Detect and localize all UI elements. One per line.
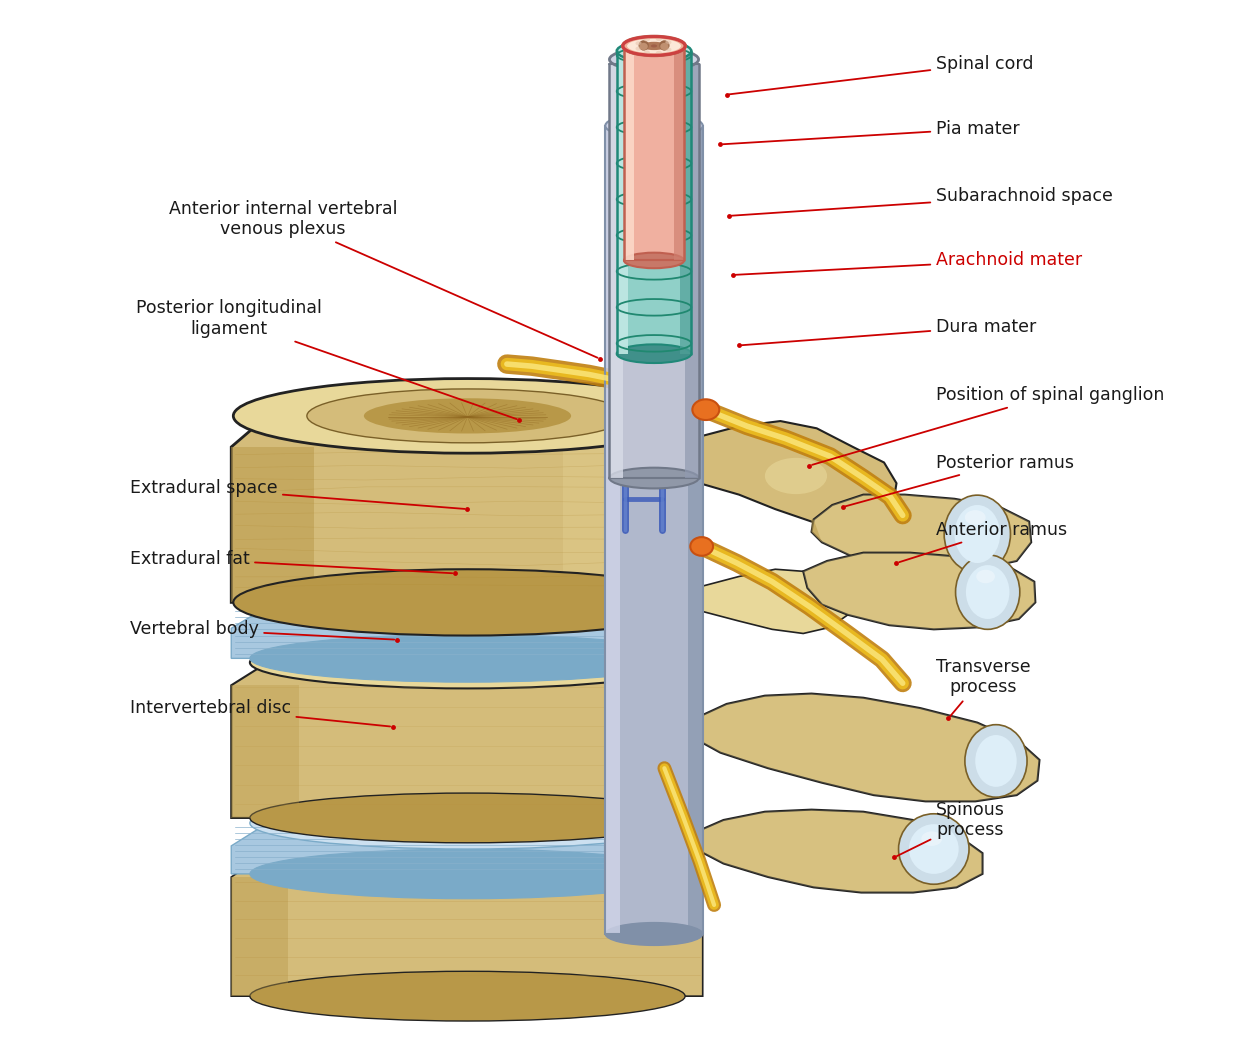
Ellipse shape [921, 831, 942, 846]
Ellipse shape [955, 555, 1020, 630]
Ellipse shape [693, 399, 719, 420]
Polygon shape [700, 694, 1040, 801]
Polygon shape [231, 686, 299, 818]
Polygon shape [231, 416, 700, 603]
Text: Arachnoid mater: Arachnoid mater [735, 251, 1082, 274]
Polygon shape [231, 823, 700, 874]
Ellipse shape [976, 569, 995, 583]
Ellipse shape [624, 38, 684, 55]
Polygon shape [231, 877, 289, 996]
Polygon shape [700, 694, 1040, 801]
Ellipse shape [250, 793, 685, 843]
Ellipse shape [635, 42, 641, 46]
Ellipse shape [628, 38, 681, 53]
Polygon shape [811, 495, 1031, 571]
Polygon shape [685, 63, 699, 478]
Ellipse shape [640, 42, 668, 50]
Polygon shape [624, 48, 634, 261]
Ellipse shape [644, 51, 650, 55]
Polygon shape [616, 53, 628, 353]
Polygon shape [804, 553, 1035, 630]
Polygon shape [231, 853, 702, 996]
Text: Spinal cord: Spinal cord [729, 55, 1034, 95]
Text: Dura mater: Dura mater [741, 318, 1036, 345]
Ellipse shape [622, 36, 685, 56]
Ellipse shape [250, 826, 685, 880]
Ellipse shape [616, 344, 691, 363]
Polygon shape [680, 53, 691, 353]
Ellipse shape [644, 37, 650, 42]
Ellipse shape [944, 496, 1010, 572]
Ellipse shape [610, 468, 699, 488]
Ellipse shape [616, 41, 691, 61]
Ellipse shape [250, 637, 685, 689]
Polygon shape [700, 809, 983, 893]
Ellipse shape [965, 724, 1028, 797]
Ellipse shape [605, 113, 703, 138]
Ellipse shape [640, 43, 648, 50]
Polygon shape [811, 520, 822, 542]
Ellipse shape [308, 389, 628, 443]
Text: Vertebral body: Vertebral body [130, 620, 394, 640]
Polygon shape [562, 447, 700, 603]
Polygon shape [700, 809, 983, 893]
Polygon shape [605, 126, 703, 934]
Text: Transverse
process: Transverse process [936, 658, 1030, 716]
Polygon shape [231, 663, 700, 818]
Ellipse shape [656, 37, 662, 42]
Polygon shape [804, 553, 1035, 630]
Text: Pia mater: Pia mater [722, 119, 1020, 144]
Polygon shape [616, 53, 691, 353]
Polygon shape [811, 495, 1031, 571]
Ellipse shape [690, 537, 712, 556]
Text: Extradural space: Extradural space [130, 479, 465, 509]
Ellipse shape [250, 849, 685, 899]
Ellipse shape [651, 45, 658, 48]
Text: Posterior longitudinal
ligament: Posterior longitudinal ligament [136, 299, 516, 419]
Text: Posterior ramus: Posterior ramus [845, 453, 1074, 506]
Ellipse shape [660, 43, 669, 50]
Ellipse shape [639, 41, 649, 51]
Ellipse shape [605, 923, 703, 945]
Polygon shape [674, 48, 684, 261]
Ellipse shape [909, 824, 959, 874]
Ellipse shape [975, 735, 1016, 787]
Ellipse shape [234, 378, 701, 453]
Text: Anterior internal vertebral
venous plexus: Anterior internal vertebral venous plexu… [169, 199, 598, 357]
Ellipse shape [899, 814, 969, 884]
Polygon shape [700, 421, 896, 526]
Ellipse shape [765, 458, 828, 495]
Ellipse shape [250, 582, 685, 632]
Text: Intervertebral disc: Intervertebral disc [130, 699, 390, 726]
Text: Spinous
process: Spinous process [898, 801, 1005, 856]
Text: Anterior ramus: Anterior ramus [899, 521, 1068, 562]
Polygon shape [605, 126, 620, 934]
Ellipse shape [250, 971, 685, 1021]
Ellipse shape [364, 398, 571, 433]
Ellipse shape [665, 48, 671, 52]
Polygon shape [610, 63, 699, 478]
Polygon shape [231, 607, 700, 659]
Ellipse shape [250, 635, 685, 683]
Polygon shape [689, 126, 702, 934]
Text: Subarachnoid space: Subarachnoid space [731, 187, 1112, 216]
Ellipse shape [635, 47, 641, 51]
Text: Position of spinal ganglion: Position of spinal ganglion [812, 387, 1164, 464]
Ellipse shape [656, 51, 662, 55]
Ellipse shape [624, 252, 684, 268]
Polygon shape [610, 63, 622, 478]
Polygon shape [700, 569, 851, 634]
Ellipse shape [955, 505, 1000, 563]
Polygon shape [624, 48, 684, 261]
Ellipse shape [965, 510, 985, 525]
Ellipse shape [966, 565, 1010, 619]
Text: Extradural fat: Extradural fat [130, 550, 452, 574]
Ellipse shape [250, 797, 685, 849]
Ellipse shape [610, 48, 699, 71]
Ellipse shape [659, 41, 670, 51]
Ellipse shape [665, 41, 671, 45]
Ellipse shape [234, 569, 701, 636]
Polygon shape [231, 447, 314, 603]
